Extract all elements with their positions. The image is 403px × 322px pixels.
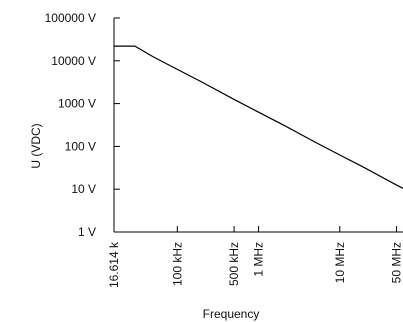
y-tick-label-5: 100000 V xyxy=(45,11,96,25)
y-tick-label-3: 1000 V xyxy=(58,97,96,111)
x-tick-label-3: 1 MHz xyxy=(252,242,266,277)
x-axis: 16.614 k 100 kHz 500 kHz 1 MHz 10 MHz 50 MHz xyxy=(107,226,403,288)
x-tick-label-2: 500 kHz xyxy=(227,242,241,286)
x-axis-title: Frequency xyxy=(203,307,260,321)
y-axis: 1 V 10 V 100 V 1000 V 10000 V 100000 V xyxy=(45,11,120,239)
series-group xyxy=(114,45,403,189)
y-tick-label-2: 100 V xyxy=(65,139,96,153)
y-tick-label-1: 10 V xyxy=(71,182,96,196)
series-line-0 xyxy=(114,45,403,189)
x-tick-label-0: 16.614 k xyxy=(107,241,121,288)
x-tick-label-1: 100 kHz xyxy=(170,242,184,286)
y-tick-label-0: 1 V xyxy=(78,225,96,239)
x-tick-label-5: 50 MHz xyxy=(390,242,403,283)
x-tick-label-4: 10 MHz xyxy=(333,242,347,283)
y-tick-label-4: 10000 V xyxy=(51,54,96,68)
y-axis-title: U (VDC) xyxy=(29,123,43,168)
